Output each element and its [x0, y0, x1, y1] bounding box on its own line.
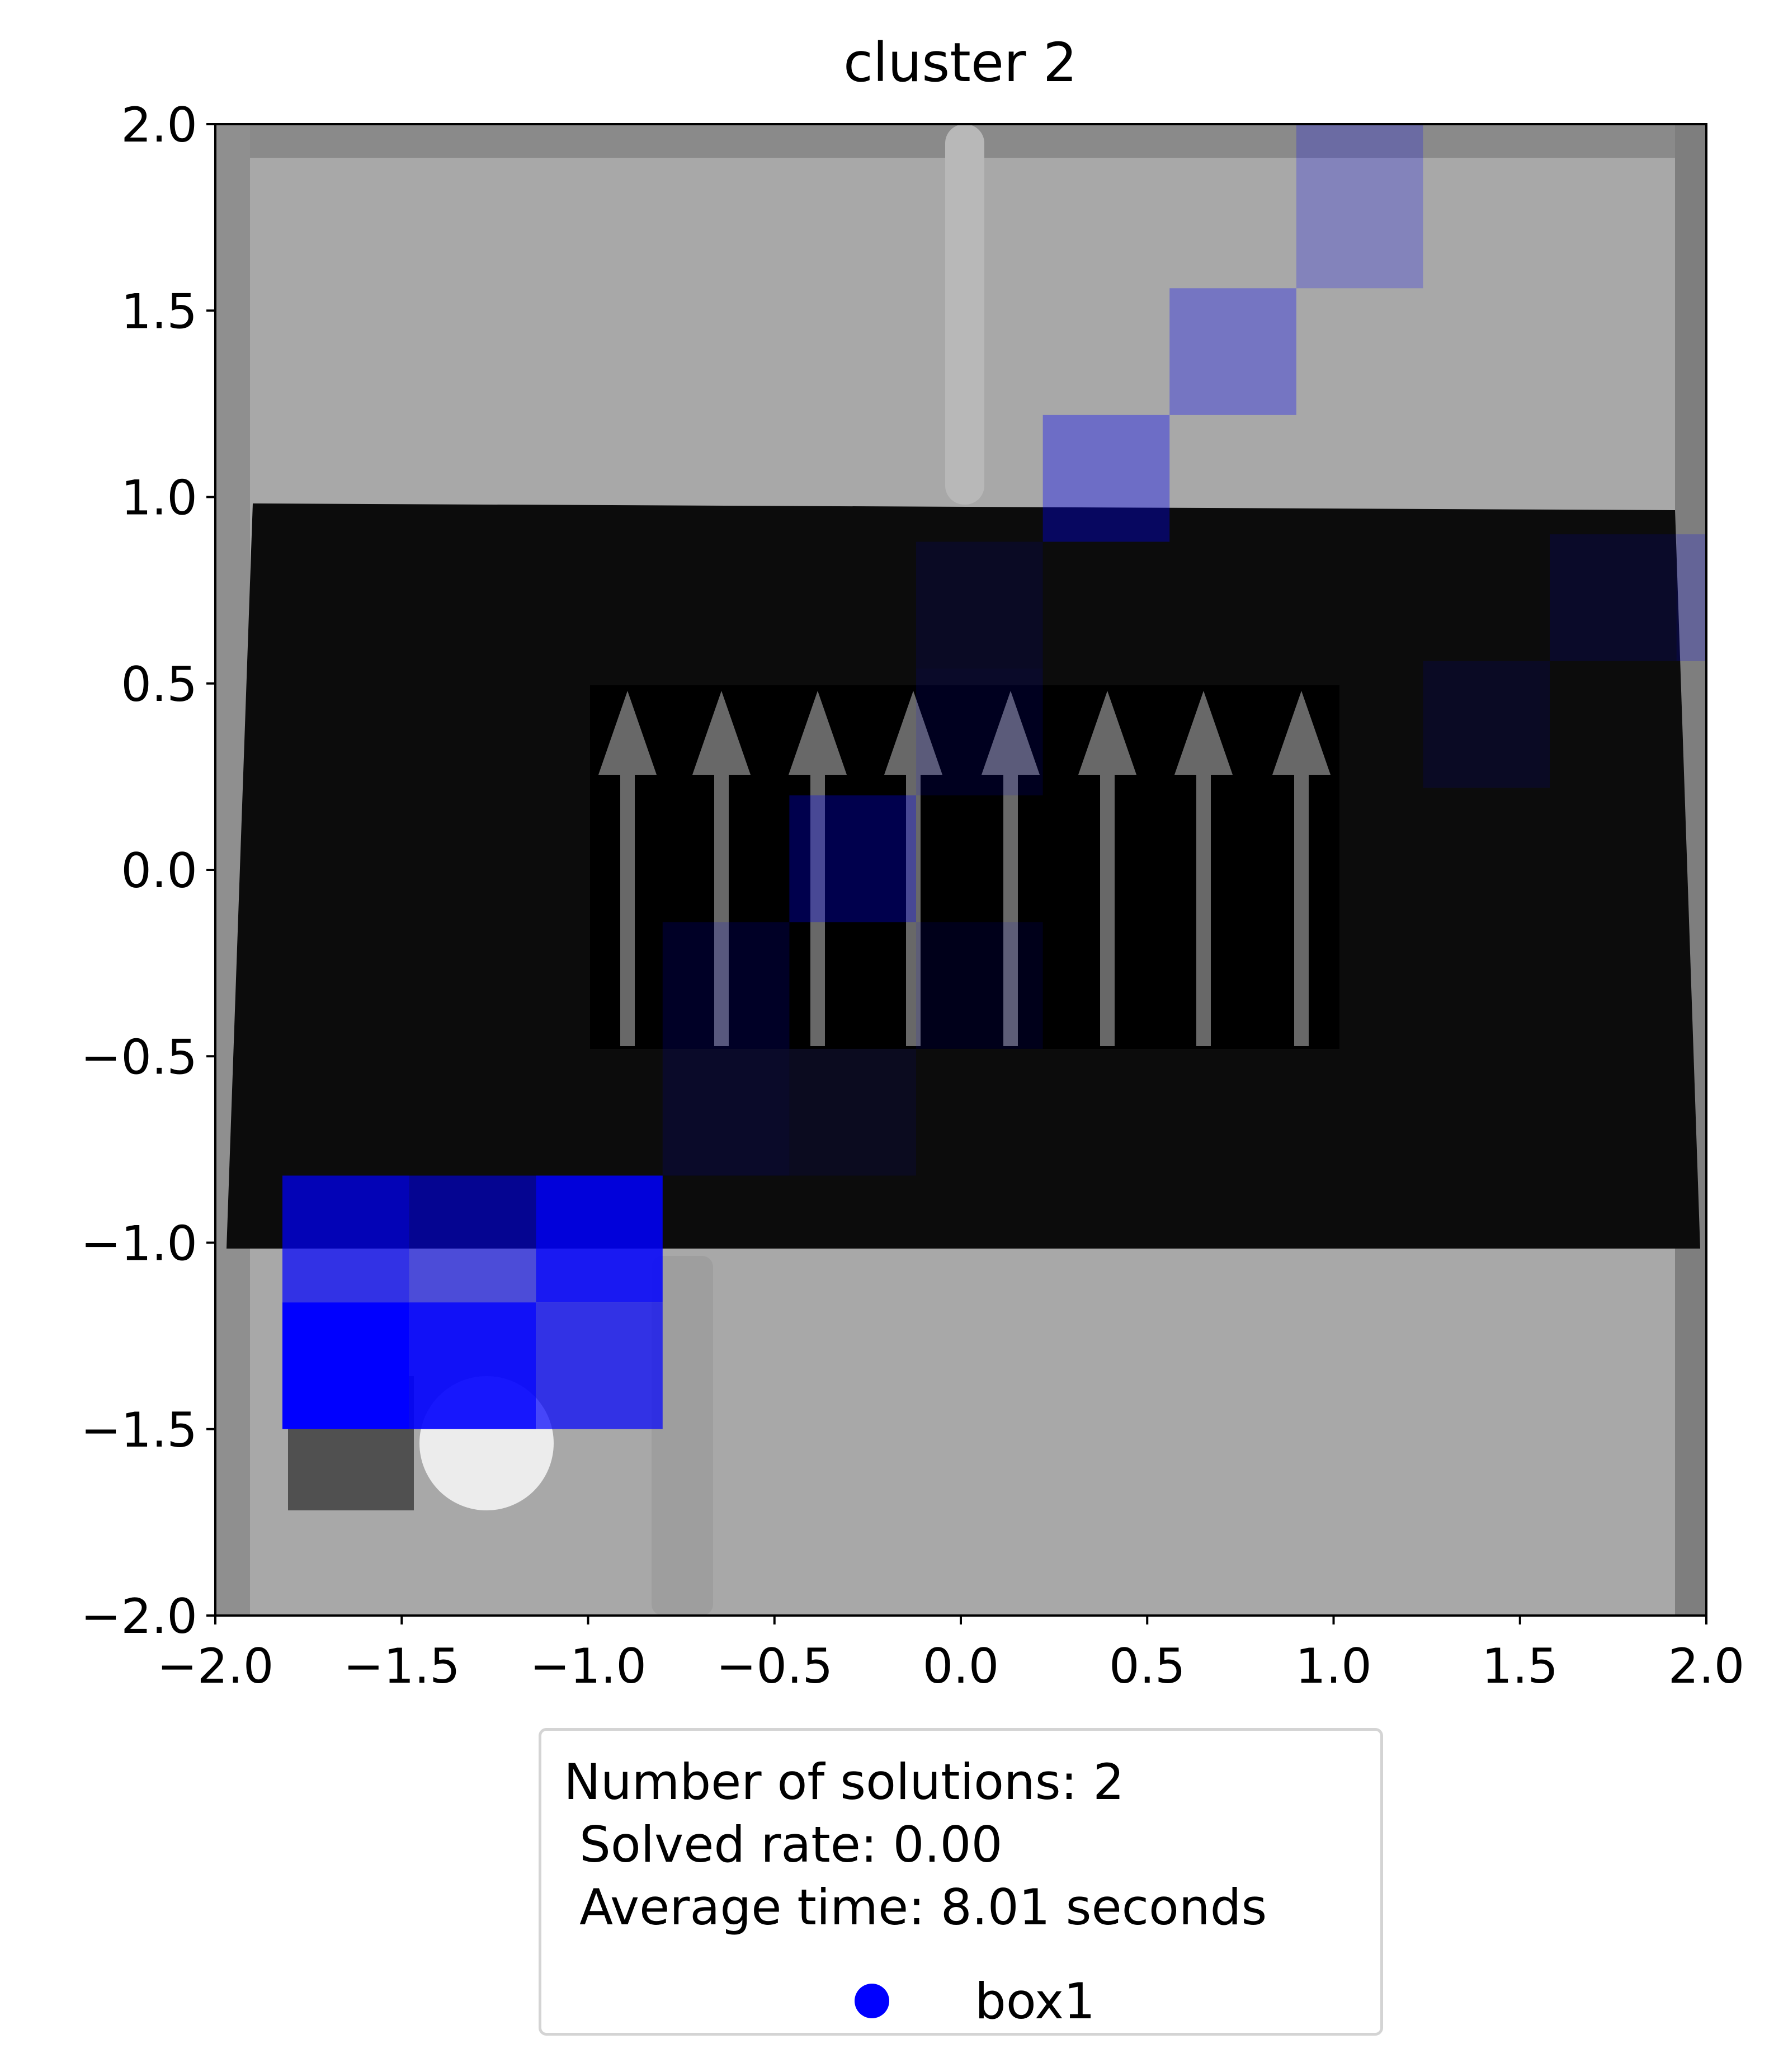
y-tick-label: −0.5 [81, 1029, 197, 1085]
top-post [945, 124, 984, 505]
heatmap-cell-1 [282, 1302, 409, 1429]
heatmap-cells [282, 124, 1706, 1429]
arrow-1 [598, 691, 657, 1046]
heatmap-cell-13 [916, 541, 1043, 669]
arrow-6 [1078, 691, 1136, 1046]
y-tick-label: 1.5 [121, 284, 197, 340]
legend: Number of solutions: 2 Solved rate: 0.00… [539, 1728, 1383, 2036]
heatmap-cell-10 [916, 922, 1043, 1049]
arrow-3 [789, 691, 847, 1046]
x-tick-label: −0.5 [716, 1638, 833, 1694]
x-tick-label: 1.0 [1295, 1638, 1372, 1694]
x-tick-label: −1.5 [343, 1638, 460, 1694]
arrow-7 [1174, 691, 1233, 1046]
y-tick-label: 2.0 [121, 97, 197, 153]
arrow-5 [982, 691, 1040, 1046]
heatmap-cell-15 [1169, 288, 1296, 415]
arrow-8 [1272, 691, 1331, 1046]
y-tick-label: 0.0 [121, 843, 197, 899]
heatmap-cell-3 [536, 1302, 663, 1429]
x-tick-label: 0.5 [1109, 1638, 1186, 1694]
scene-background [215, 124, 1706, 1616]
legend-label: box1 [975, 1972, 1096, 2030]
heatmap-cell-16 [1296, 124, 1423, 289]
y-tick-label: 1.0 [121, 470, 197, 526]
x-tick-label: −1.0 [530, 1638, 647, 1694]
arrow-2 [692, 691, 751, 1046]
heatmap-cell-14 [1042, 415, 1170, 542]
x-tick-label: 0.0 [923, 1638, 999, 1694]
heatmap-cell-19 [1676, 534, 1706, 661]
heatmap-cell-11 [789, 795, 917, 922]
heatmap-cell-7 [662, 1048, 790, 1176]
y-tick-label: 0.5 [121, 657, 197, 713]
x-tick-label: 2.0 [1668, 1638, 1745, 1694]
x-tick-label: 1.5 [1482, 1638, 1558, 1694]
heatmap-cell-18 [1550, 534, 1677, 661]
arrow-4 [884, 691, 942, 1046]
heatmap-cell-2 [409, 1302, 536, 1429]
chart-title: cluster 2 [843, 31, 1077, 94]
legend-solved-rate: Solved rate: 0.00 [564, 1816, 1003, 1873]
y-axis: 2.0 1.5 1.0 0.5 0.0 −0.5 −1.0 −1.5 −2.0 [81, 97, 215, 1645]
heatmap-cell-17 [1423, 661, 1550, 788]
y-tick-label: −2.0 [81, 1589, 197, 1645]
bottom-post [652, 1256, 713, 1616]
heatmap-cell-8 [789, 1048, 917, 1176]
heatmap-cell-4 [282, 1175, 409, 1303]
heatmap-cell-12 [916, 668, 1043, 795]
legend-average-time: Average time: 8.01 seconds [564, 1878, 1267, 1936]
y-tick-label: −1.5 [81, 1402, 197, 1458]
x-tick-label: −2.0 [157, 1638, 274, 1694]
heatmap-cell-6 [536, 1175, 663, 1303]
y-tick-label: −1.0 [81, 1216, 197, 1272]
legend-marker [855, 1984, 889, 2018]
arrow-group [598, 691, 1331, 1046]
heatmap-cell-5 [409, 1175, 536, 1303]
heatmap-cell-9 [662, 922, 790, 1049]
x-axis: −2.0 −1.5 −1.0 −0.5 0.0 0.5 1.0 1.5 2.0 [157, 1616, 1745, 1694]
legend-solutions: Number of solutions: 2 [564, 1753, 1125, 1811]
